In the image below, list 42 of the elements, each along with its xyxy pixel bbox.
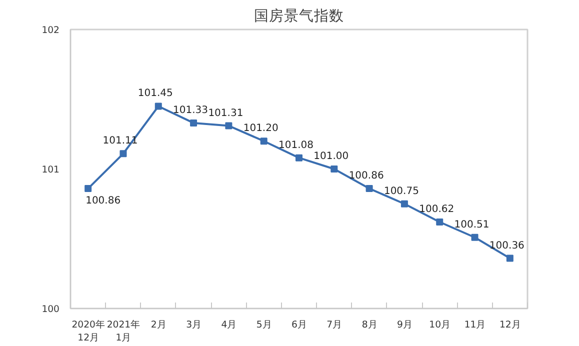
text: 100.86: [348, 170, 384, 182]
text: 101.00: [314, 151, 349, 162]
text: 100.51: [454, 219, 490, 230]
x-tick-label: 2月: [150, 320, 166, 330]
x-tick-label: 6月: [292, 320, 306, 330]
point: [506, 254, 514, 262]
point: [190, 119, 198, 126]
point: [330, 166, 338, 172]
point: [471, 234, 478, 241]
x-tick-label: 3月: [186, 320, 202, 330]
text: 101.33: [173, 104, 208, 116]
text: 100.62: [419, 204, 454, 216]
x-tick-label: 4月: [221, 320, 236, 330]
x-tick-label: 12月: [499, 320, 520, 330]
text: 100.75: [384, 186, 419, 197]
x-tick-label: 7月: [326, 320, 342, 330]
point: [84, 185, 92, 192]
text: 101.20: [243, 123, 278, 134]
point: [366, 185, 373, 192]
text: 101.45: [138, 88, 173, 100]
point: [225, 122, 232, 130]
text: 100.86: [86, 196, 121, 207]
x-tick-label: 5月: [256, 320, 272, 330]
point: [260, 138, 268, 145]
point: [436, 218, 444, 226]
x-tick-label: 10月: [429, 320, 450, 330]
x-tick-label: 2021年 1月: [106, 320, 140, 344]
text: 101.08: [278, 140, 314, 151]
x-tick-label: 9月: [396, 320, 412, 330]
x-tick-label: 2020年 12月: [72, 320, 104, 344]
point: [120, 150, 127, 158]
x-tick-label: 8月: [362, 320, 377, 330]
y-tick-label: 100: [42, 304, 60, 315]
text: 100.36: [489, 240, 524, 252]
x-tick-label: 11月: [464, 320, 486, 330]
y-tick-label: 102: [42, 25, 60, 36]
text: 101.31: [208, 108, 244, 119]
point: [400, 200, 408, 208]
point: [154, 102, 162, 110]
chart-title: 国房景气指数: [254, 8, 344, 24]
y-tick-label: 101: [42, 164, 60, 176]
point: [296, 154, 302, 162]
